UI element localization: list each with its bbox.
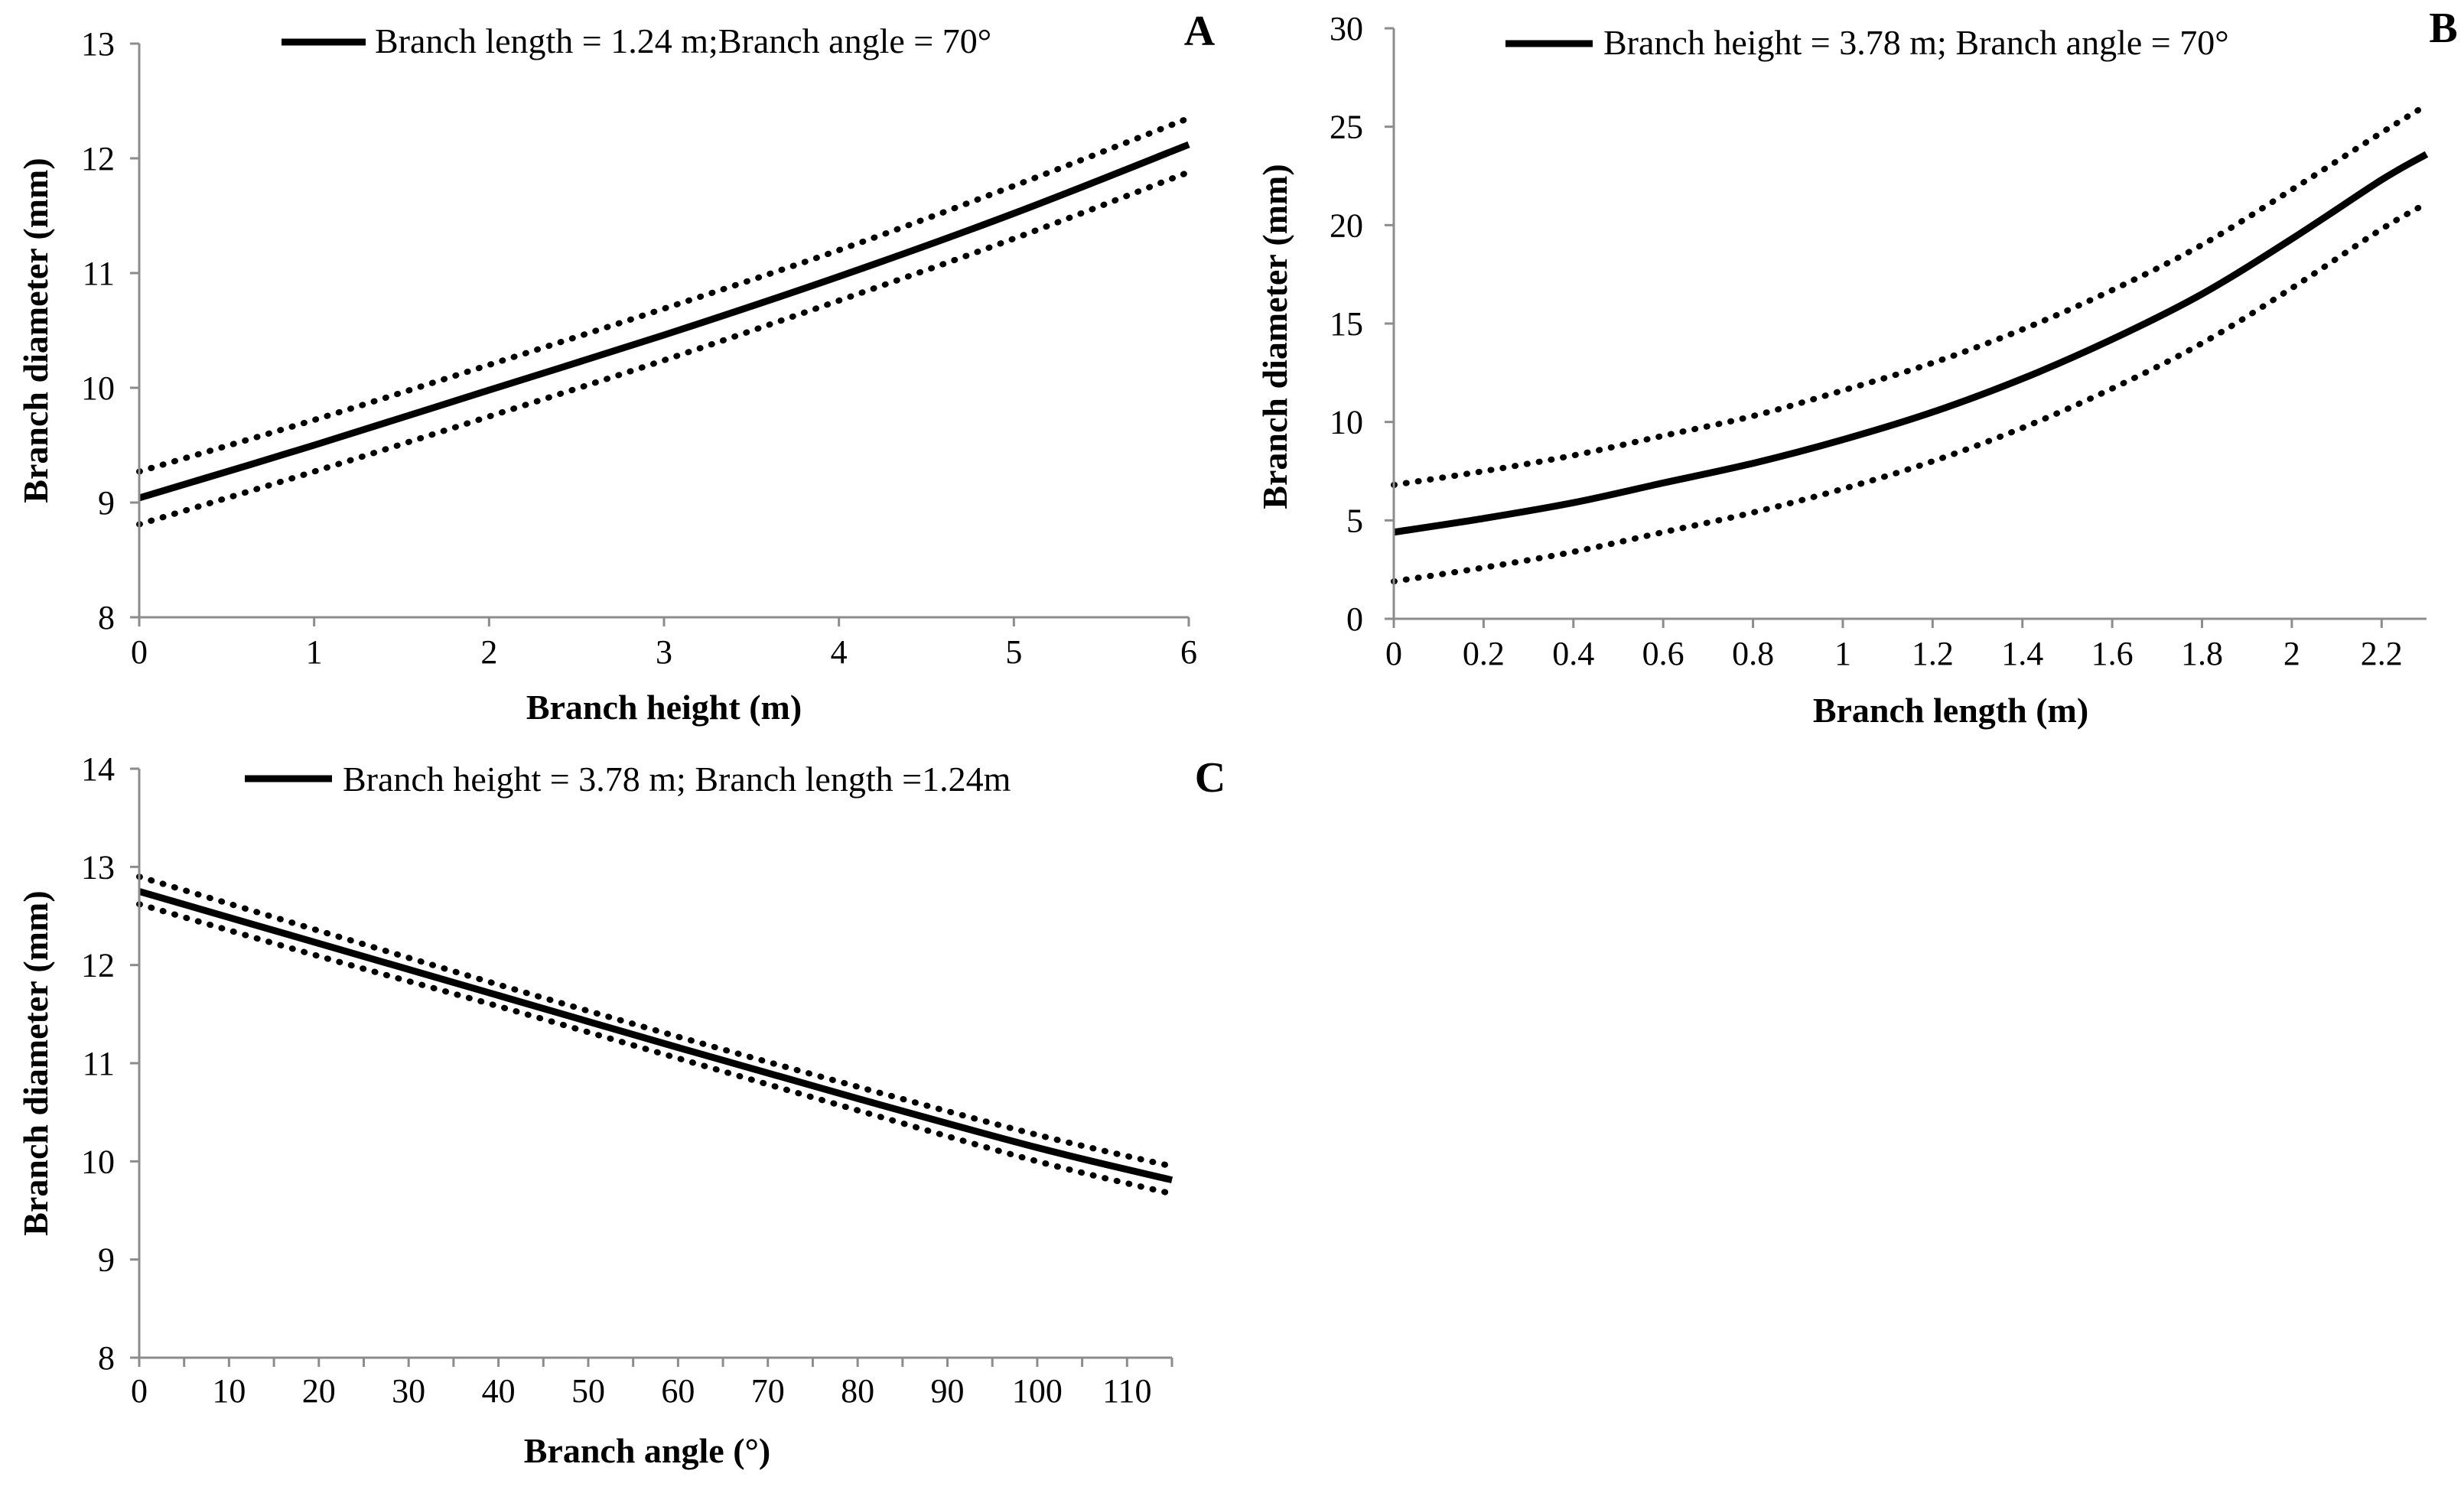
panel-b-x-tick-label: 1.4 <box>2001 635 2043 672</box>
panel-c-y-tick-label: 10 <box>81 1143 115 1180</box>
panel-b-x-tick-label: 0.6 <box>1642 635 1684 672</box>
panel-c-x-tick-label: 30 <box>392 1372 425 1410</box>
panel-a-x-tick-label: 4 <box>831 633 848 671</box>
panel-a-y-tick-label: 12 <box>81 140 115 177</box>
panel-c-x-tick-label: 90 <box>931 1372 965 1410</box>
panel-c-x-tick-label: 70 <box>751 1372 785 1410</box>
panel-b-x-tick-label: 1.8 <box>2181 635 2223 672</box>
panel-b-x-tick-label: 1 <box>1834 635 1851 672</box>
panel-a-fit-line <box>138 141 1190 502</box>
panel-b-lower-ci-line <box>1391 200 2430 585</box>
panel-b-y-tick-label: 10 <box>1330 404 1363 441</box>
panel-c-x-title: Branch angle (°) <box>524 1431 771 1470</box>
panel-b-y-tick-label: 20 <box>1330 207 1363 244</box>
panel-b: 0 0.2 0.4 0.6 0.8 1 1.2 1.4 1.6 1.8 2 2.2 0 5 10 15 20 25… <box>1255 5 2458 730</box>
panel-a-x-tick-label: 2 <box>480 633 497 671</box>
panel-a-y-title: Branch diameter (mm) <box>16 158 55 503</box>
panel-b-y-tick-label: 15 <box>1330 305 1363 343</box>
panel-b-series <box>1391 102 2430 585</box>
panel-a-x-tick-label: 1 <box>306 633 323 671</box>
panel-c-legend-label: Branch height = 3.78 m; Branch length =1… <box>343 760 1011 799</box>
panel-b-x-tick-label: 2.2 <box>2361 635 2403 672</box>
panel-a-y-tick-label: 10 <box>81 369 115 407</box>
panel-b-x-tick-label: 0.8 <box>1732 635 1774 672</box>
panel-c-y-tick-label: 8 <box>98 1339 115 1377</box>
panel-a-x-tick-label: 0 <box>131 633 148 671</box>
panel-b-x-title: Branch length (m) <box>1813 691 2088 730</box>
panel-a-y-tick-label: 13 <box>81 25 115 63</box>
panel-a-series <box>136 115 1192 528</box>
panel-c-fit-line <box>138 888 1173 1184</box>
panel-c-y-tick-label: 12 <box>81 947 115 984</box>
panel-b-y-tick-label: 5 <box>1346 502 1363 539</box>
panel-a-x-tick-label: 3 <box>656 633 672 671</box>
panel-c-x-tick-label: 60 <box>661 1372 695 1410</box>
panel-a-x-title: Branch height (m) <box>526 688 802 727</box>
panel-c-x-tick-label: 20 <box>302 1372 336 1410</box>
panel-c-x-tick-label: 110 <box>1102 1372 1151 1410</box>
panel-b-y-tick-label: 25 <box>1330 109 1363 146</box>
panel-c-x-tick-label: 50 <box>571 1372 605 1410</box>
panel-a-lower-ci-line <box>136 169 1192 528</box>
panel-c-x-tick-label: 10 <box>212 1372 246 1410</box>
panel-b-x-tick-label: 1.6 <box>2091 635 2134 672</box>
panel-a-x-tick-label: 6 <box>1180 633 1197 671</box>
panel-a-y-tick-label: 11 <box>83 255 115 292</box>
panel-c-letter: C <box>1195 754 1225 802</box>
panel-c-series <box>136 874 1175 1197</box>
panel-a-upper-ci-line <box>136 115 1192 475</box>
panel-a-y-tick-label: 9 <box>98 484 115 522</box>
panel-b-x-tick-label: 2 <box>2283 635 2300 672</box>
panel-b-x-tick-label: 0.4 <box>1552 635 1594 672</box>
panel-b-upper-ci-line <box>1391 102 2430 488</box>
panel-b-x-tick-label: 1.2 <box>1912 635 1954 672</box>
panel-a-legend-label: Branch length = 1.24 m;Branch angle = 70… <box>375 21 991 60</box>
panel-c-x-tick-label: 0 <box>131 1372 148 1410</box>
panel-b-y-title: Branch diameter (mm) <box>1255 164 1294 509</box>
panel-b-letter: B <box>2429 5 2457 52</box>
panel-c-lower-ci-line <box>136 901 1175 1197</box>
panel-c-y-tick-label: 13 <box>81 848 115 886</box>
panel-c-x-tick-label: 100 <box>1012 1372 1063 1410</box>
panel-a-x-tick-label: 5 <box>1005 633 1022 671</box>
panel-a-y-tick-label: 8 <box>98 599 115 636</box>
panel-c-y-tick-label: 9 <box>98 1241 115 1279</box>
panel-a-letter: A <box>1184 8 1216 55</box>
panel-c-y-tick-label: 14 <box>81 750 115 788</box>
panel-b-y-tick-label: 0 <box>1346 600 1363 638</box>
panel-b-y-tick-label: 30 <box>1330 10 1363 47</box>
panel-b-x-tick-label: 0 <box>1385 635 1402 672</box>
panel-c: 0 10 20 30 40 50 60 70 80 90 100 110 8 9 10 11 12 13 14 Br… <box>16 750 1225 1470</box>
panel-c-y-title: Branch diameter (mm) <box>16 890 55 1235</box>
panel-c-x-tick-label: 80 <box>841 1372 874 1410</box>
panel-b-ticks: 0 0.2 0.4 0.6 0.8 1 1.2 1.4 1.6 1.8 2 2.2 0 5 10 15 20 25… <box>1330 10 2403 672</box>
panel-c-y-tick-label: 11 <box>83 1045 115 1082</box>
panel-c-x-tick-label: 40 <box>482 1372 516 1410</box>
panel-b-fit-line <box>1393 151 2429 536</box>
panel-b-legend-label: Branch height = 3.78 m; Branch angle = 7… <box>1603 23 2229 62</box>
panel-c-ticks: 0 10 20 30 40 50 60 70 80 90 100 110 8 9 10 11 12 13 14 <box>81 750 1173 1410</box>
panel-b-x-tick-label: 0.2 <box>1463 635 1505 672</box>
panel-c-upper-ci-line <box>136 874 1175 1170</box>
